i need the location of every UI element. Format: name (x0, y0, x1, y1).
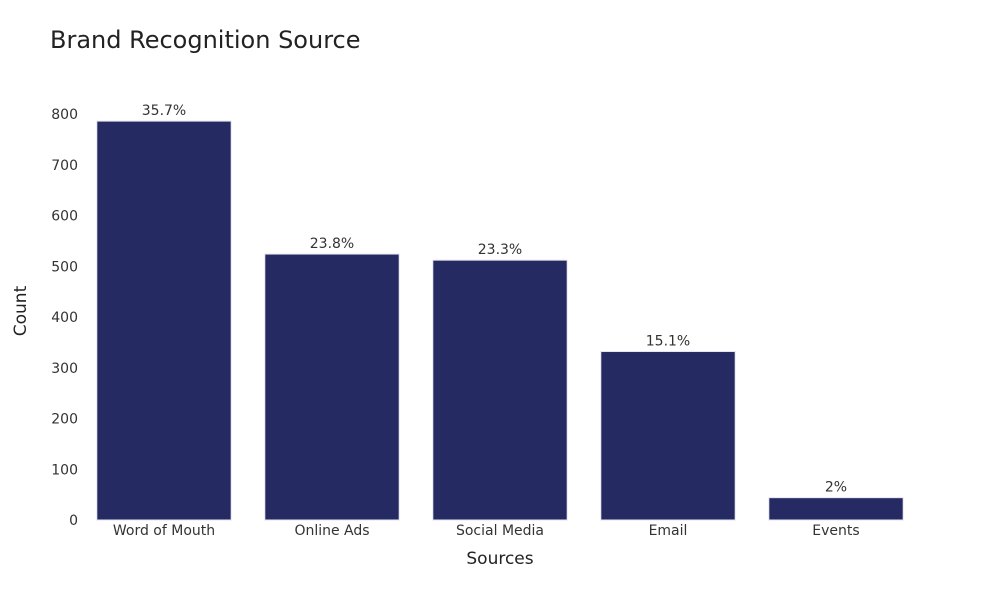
y-tick-label: 100 (51, 462, 78, 478)
bar (600, 351, 736, 521)
bar (96, 120, 232, 521)
y-tick-label: 700 (51, 158, 78, 174)
y-tick-label: 0 (69, 513, 78, 529)
x-tick-label: Online Ads (294, 523, 369, 539)
y-tick-label: 200 (51, 412, 78, 428)
x-tick-label: Social Media (456, 523, 544, 539)
data-label: 2% (825, 480, 847, 496)
y-tick-label: 400 (51, 310, 78, 326)
data-label: 23.8% (310, 236, 354, 252)
data-label: 35.7% (142, 103, 186, 119)
data-label: 15.1% (646, 334, 690, 350)
x-axis-ticks: Word of Mouth Online Ads Social Media Email… (113, 523, 860, 539)
data-label: 23.3% (478, 242, 522, 258)
x-tick-label: Events (812, 523, 859, 539)
x-tick-label: Email (649, 523, 688, 539)
x-axis-title: Sources (466, 549, 533, 569)
bars (96, 120, 904, 521)
data-labels: 35.7% 23.8% 23.3% 15.1% 2% (142, 103, 847, 496)
y-axis-title: Count (11, 285, 31, 336)
y-tick-label: 500 (51, 259, 78, 275)
bar (264, 253, 400, 521)
y-tick-label: 600 (51, 209, 78, 225)
bar (768, 497, 904, 521)
y-tick-label: 800 (51, 107, 78, 123)
x-tick-label: Word of Mouth (113, 523, 215, 539)
bar (432, 259, 568, 521)
y-tick-label: 300 (51, 361, 78, 377)
chart-title: Brand Recognition Source (50, 26, 361, 54)
y-axis-ticks: 0 100 200 300 400 500 600 700 800 (51, 107, 78, 529)
